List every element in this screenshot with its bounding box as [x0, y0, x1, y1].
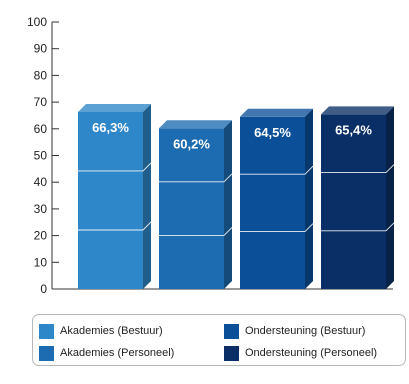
bar-segment-line: [240, 165, 314, 175]
bar-segment-line: [78, 162, 152, 172]
bar-group: 60,2%: [159, 120, 233, 290]
bar: [78, 111, 143, 289]
legend-swatch: [224, 345, 239, 361]
bar-top-face: [78, 103, 151, 112]
bar-top-face: [159, 120, 232, 129]
data-label: 66,3%: [92, 120, 129, 135]
bars: 66,3% 60,2% 64,5% 65,4%: [78, 103, 395, 290]
legend-swatch: [39, 345, 54, 361]
bar-segment-line: [159, 173, 233, 183]
bar: [240, 116, 305, 289]
legend-item-ondersteuning-personeel: Ondersteuning (Personeel): [224, 345, 377, 361]
bar-top-face: [321, 106, 394, 115]
bar-group: 66,3%: [78, 103, 152, 289]
bar-group: 65,4%: [321, 106, 395, 289]
legend-swatch: [39, 323, 54, 339]
y-tick-label: 10: [34, 255, 48, 269]
y-tick-label: 60: [34, 122, 48, 136]
bar-segment-line: [240, 223, 314, 233]
legend-swatch: [224, 323, 239, 339]
bar: [321, 114, 386, 289]
y-tick-label: 100: [27, 15, 47, 29]
y-tick-label: 50: [34, 149, 48, 163]
legend-item-akademies-personeel: Akademies (Personeel): [39, 345, 174, 361]
bar-group: 64,5%: [240, 108, 314, 289]
bar-side-face: [143, 103, 151, 289]
legend-item-akademies-bestuur: Akademies (Bestuur): [39, 323, 163, 339]
bar: [159, 128, 224, 289]
bar-side-face: [386, 106, 394, 289]
data-label: 64,5%: [254, 125, 291, 140]
y-tick-label: 30: [34, 202, 48, 216]
legend-label: Akademies (Bestuur): [60, 325, 163, 337]
data-label: 60,2%: [173, 136, 210, 151]
y-tick-label: 80: [34, 68, 48, 82]
legend: Akademies (Bestuur) Ondersteuning (Bestu…: [32, 314, 406, 366]
bar-segment-line: [159, 227, 233, 236]
legend-label: Ondersteuning (Bestuur): [245, 325, 366, 337]
bar-segment-line: [321, 222, 395, 232]
bar-segment-line: [78, 221, 152, 231]
legend-label: Ondersteuning (Personeel): [245, 347, 378, 359]
y-tick-label: 0: [40, 282, 47, 296]
bar-top-face: [240, 108, 313, 117]
bar-side-face: [305, 108, 313, 289]
y-tick-label: 40: [34, 175, 48, 189]
y-tick-label: 20: [34, 229, 48, 243]
y-tick-label: 70: [34, 95, 48, 109]
legend-item-ondersteuning-bestuur: Ondersteuning (Bestuur): [224, 323, 365, 339]
bar-chart: 0 10 20 30 40 50 60 70 80 90 100 66,3% 60,2% 64,5% 65…: [27, 15, 395, 296]
data-label: 65,4%: [335, 122, 372, 137]
bar-side-face: [224, 120, 232, 290]
bar-segment-line: [321, 164, 395, 174]
y-tick-label: 90: [34, 42, 48, 56]
y-ticks: 0 10 20 30 40 50 60 70 80 90 100: [27, 15, 59, 296]
legend-label: Akademies (Personeel): [60, 347, 175, 359]
